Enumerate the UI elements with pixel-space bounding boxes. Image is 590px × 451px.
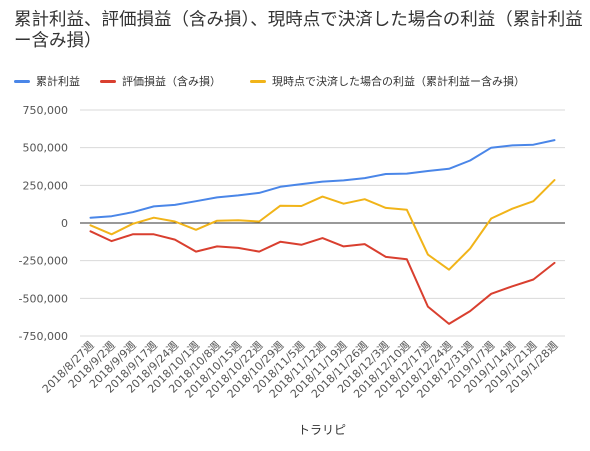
series-line-settled-profit	[89, 179, 556, 271]
gridlines	[80, 109, 565, 337]
legend-label: 現時点で決済した場合の利益（累計利益ー含み損）	[272, 75, 525, 88]
series-line-unrealized-loss	[89, 230, 556, 325]
y-tick-label: -250,000	[19, 255, 68, 268]
series-line-cumulative-profit	[89, 139, 556, 219]
x-axis: 2018/8/27週2018/9/2週2018/9/9週2018/9/17週20…	[40, 339, 561, 401]
y-tick-label: -500,000	[19, 292, 68, 305]
legend-swatch-yellow	[250, 79, 266, 83]
y-tick-label: 0	[61, 217, 68, 230]
series-lines	[89, 139, 556, 325]
y-tick-label: -750,000	[19, 330, 68, 343]
y-tick-label: 750,000	[23, 104, 69, 117]
legend-label: 評価損益（含み損）	[122, 75, 221, 88]
y-tick-label: 250,000	[23, 179, 69, 192]
y-axis: 750,000 500,000 250,000 0 -250,000 -500,000 -7…	[19, 104, 68, 343]
legend-label: 累計利益	[36, 75, 80, 88]
legend-item-cumulative-profit: 累計利益	[14, 73, 80, 89]
legend-item-unrealized-loss: 評価損益（含み損）	[100, 73, 221, 89]
y-tick-label: 500,000	[23, 142, 69, 155]
legend-swatch-blue	[14, 79, 30, 83]
x-axis-label: トラリピ	[298, 423, 346, 437]
chart-title: 累計利益、評価損益（含み損）、現時点で決済した場合の利益（累計利益ー含み損）	[14, 10, 583, 51]
legend-swatch-red	[100, 79, 116, 83]
legend-item-settled-profit: 現時点で決済した場合の利益（累計利益ー含み損）	[250, 73, 525, 89]
